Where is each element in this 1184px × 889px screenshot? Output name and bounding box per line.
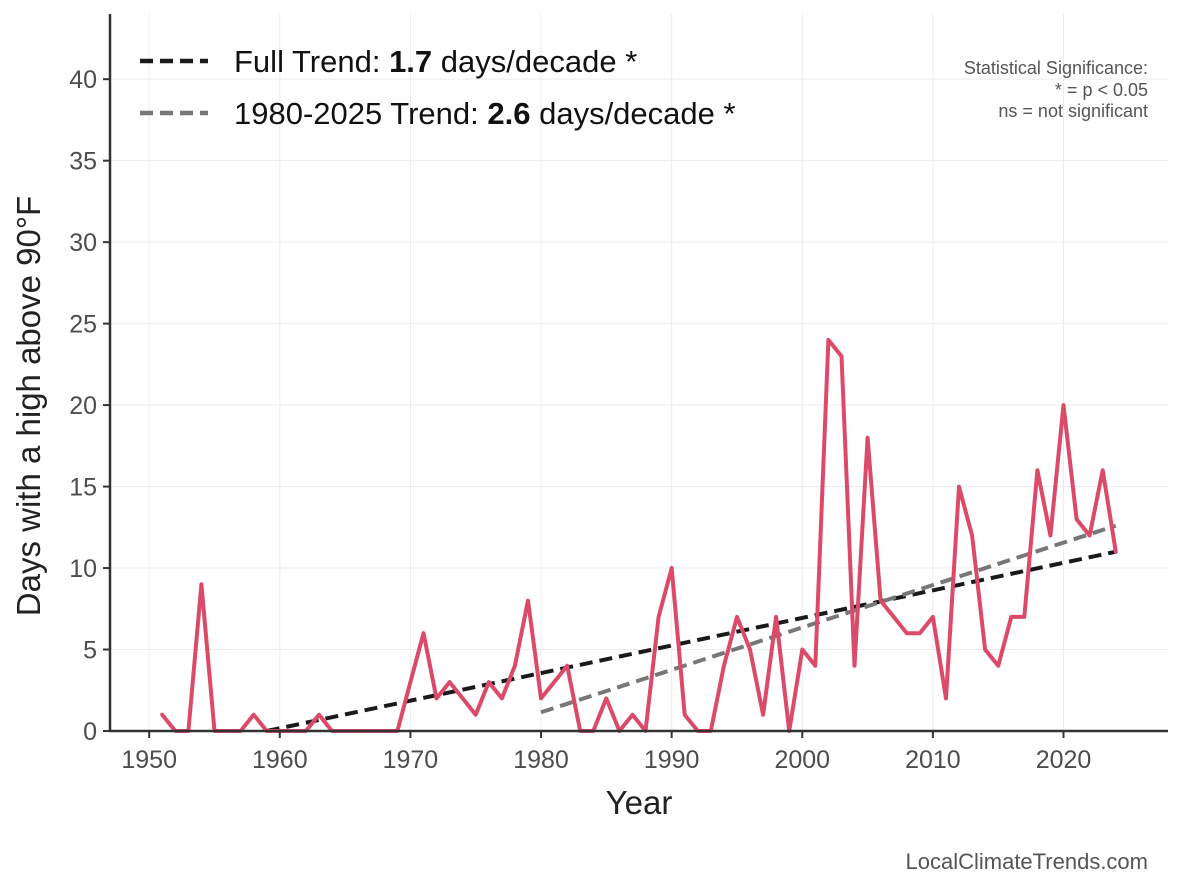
- data-point-2014: [983, 648, 987, 651]
- legend-full-trend-suffix: days/decade *: [432, 44, 637, 79]
- x-tick-label-1980: 1980: [513, 746, 569, 774]
- tick-labels: 1950 1960 1970 1980 1990 2000 2010 2020 0 5 10 15 20…: [69, 66, 1091, 774]
- data-point-2020: [1062, 403, 1065, 407]
- axes: [108, 14, 1168, 733]
- data-point-1977: [500, 697, 504, 700]
- series-line-hot-days: [160, 337, 1118, 733]
- data-point-1991: [683, 713, 686, 716]
- data-point-1970: [409, 680, 412, 684]
- y-tick-label-5: 5: [83, 637, 97, 665]
- data-point-2012: [957, 485, 961, 488]
- data-point-2011: [944, 697, 948, 700]
- y-tick-label-40: 40: [69, 66, 97, 94]
- data-series: [160, 337, 1118, 733]
- legend-full-trend-rate: 1.7: [389, 44, 432, 79]
- site-credit: LocalClimateTrends.com: [906, 849, 1149, 874]
- trend-line-full: [266, 549, 1117, 733]
- data-point-2006: [879, 599, 882, 602]
- data-point-1981: [552, 680, 556, 684]
- x-tick-label-2010: 2010: [905, 746, 961, 774]
- y-tick-label-15: 15: [69, 474, 97, 502]
- data-point-1973: [448, 680, 451, 684]
- data-point-1985: [605, 697, 608, 700]
- data-point-2015: [996, 664, 1000, 668]
- data-point-2004: [853, 664, 856, 668]
- legend-recent-trend-suffix: days/decade *: [530, 96, 735, 131]
- data-point-1978: [513, 664, 517, 668]
- data-point-2008: [905, 632, 908, 635]
- significance-note-p-value: * = p < 0.05: [1055, 80, 1148, 100]
- data-point-2003: [840, 355, 843, 358]
- data-point-1963: [317, 713, 321, 716]
- data-point-2024: [1114, 550, 1117, 553]
- data-point-1998: [774, 615, 778, 619]
- significance-note: Statistical Significance: * = p < 0.05 n…: [964, 58, 1148, 121]
- data-point-1958: [252, 713, 255, 716]
- data-point-2002: [827, 338, 830, 342]
- data-point-2007: [892, 615, 895, 619]
- data-point-1995: [735, 615, 739, 619]
- data-point-1979: [526, 599, 530, 602]
- y-tick-label-0: 0: [83, 718, 97, 746]
- significance-note-ns: ns = not significant: [998, 101, 1148, 121]
- x-tick-label-1950: 1950: [121, 746, 177, 774]
- data-point-2017: [1023, 615, 1026, 619]
- data-point-1989: [657, 615, 660, 619]
- data-point-1997: [761, 713, 765, 716]
- data-point-2010: [931, 615, 935, 619]
- legend-recent-trend-rate: 2.6: [487, 96, 530, 131]
- data-point-2000: [801, 648, 804, 651]
- data-point-1987: [631, 713, 634, 716]
- data-point-1976: [487, 680, 490, 684]
- trend-line-1980-2025: [540, 523, 1117, 715]
- data-point-1951: [161, 713, 164, 716]
- x-tick-label-2000: 2000: [774, 746, 830, 774]
- y-tick-label-25: 25: [69, 311, 97, 339]
- data-point-2001: [814, 664, 817, 668]
- data-point-1975: [474, 713, 477, 716]
- data-point-2022: [1088, 534, 1091, 537]
- data-point-2021: [1075, 517, 1078, 521]
- grid: [110, 14, 1168, 732]
- data-point-1994: [722, 664, 726, 668]
- trend-lines: [266, 523, 1117, 733]
- y-tick-label-30: 30: [69, 229, 97, 257]
- data-point-1990: [670, 566, 673, 570]
- legend-label-recent-trend: 1980-2025 Trend: 2.6 days/decade *: [234, 96, 736, 131]
- data-point-1980: [539, 697, 543, 700]
- x-axis-title: Year: [606, 784, 673, 821]
- x-tick-label-1990: 1990: [644, 746, 700, 774]
- x-tick-label-1970: 1970: [383, 746, 439, 774]
- data-point-1971: [422, 632, 425, 635]
- data-point-2019: [1049, 534, 1052, 537]
- legend-full-trend-prefix: Full Trend:: [234, 44, 389, 79]
- legend: Full Trend: 1.7 days/decade * 1980-2025 …: [140, 44, 736, 131]
- x-tick-label-1960: 1960: [252, 746, 308, 774]
- data-point-1996: [748, 648, 752, 651]
- y-tick-label-20: 20: [69, 392, 97, 420]
- data-point-1974: [461, 697, 464, 700]
- x-tick-label-2020: 2020: [1036, 746, 1092, 774]
- significance-note-title: Statistical Significance:: [964, 58, 1148, 78]
- data-point-2005: [866, 436, 869, 439]
- data-point-2018: [1036, 469, 1039, 472]
- data-point-2023: [1101, 469, 1104, 472]
- y-tick-label-10: 10: [69, 555, 97, 583]
- data-point-2009: [918, 632, 922, 635]
- y-tick-label-35: 35: [69, 148, 97, 176]
- data-point-1954: [200, 583, 203, 586]
- data-point-2016: [1010, 615, 1013, 619]
- legend-label-full-trend: Full Trend: 1.7 days/decade *: [234, 44, 637, 79]
- y-axis-title: Days with a high above 90°F: [10, 196, 47, 616]
- data-point-1982: [565, 664, 569, 668]
- data-point-1972: [435, 697, 438, 700]
- legend-recent-trend-prefix: 1980-2025 Trend:: [234, 96, 487, 131]
- data-point-2013: [970, 534, 974, 537]
